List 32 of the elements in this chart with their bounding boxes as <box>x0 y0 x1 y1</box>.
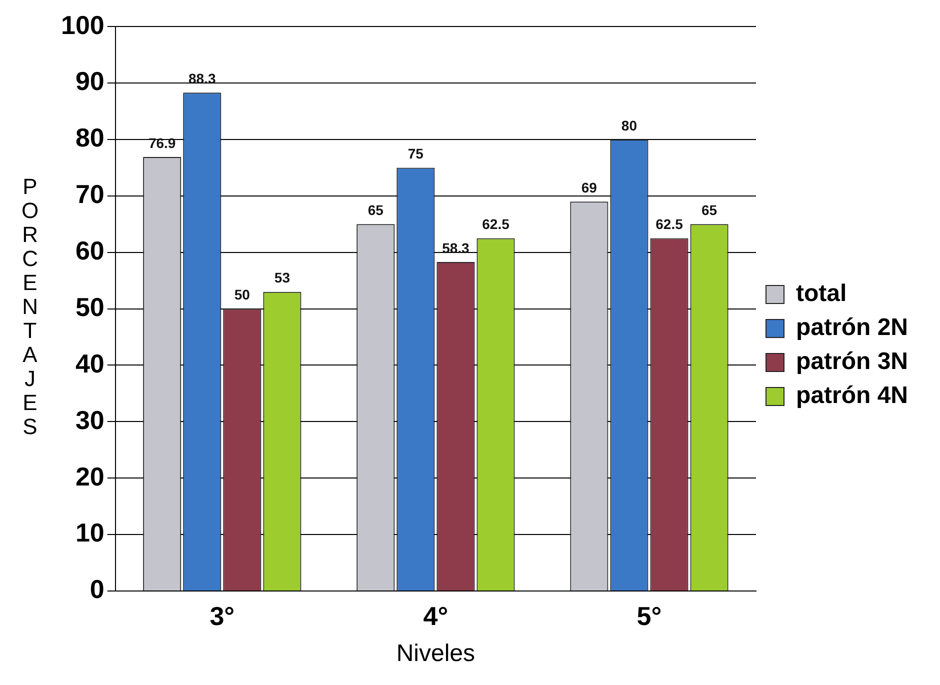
legend-label: patrón 3N <box>796 348 908 376</box>
y-tick-label: 40 <box>75 348 104 378</box>
y-tick-label: 10 <box>75 518 104 548</box>
x-tick-label: 5° <box>636 600 662 631</box>
legend-label: patrón 4N <box>796 382 908 410</box>
data-label: 76.9 <box>148 134 176 151</box>
y-tick-label: 90 <box>75 66 104 96</box>
data-label: 65 <box>701 202 718 218</box>
y-tick-label: 100 <box>60 10 104 40</box>
data-label: 69 <box>581 179 598 196</box>
data-label: 50 <box>234 286 250 303</box>
x-axis-title: Niveles <box>396 640 476 668</box>
data-label: 53 <box>274 270 290 286</box>
data-label: 75 <box>408 146 424 162</box>
data-label: 80 <box>621 117 638 134</box>
data-label: 62.5 <box>656 216 684 232</box>
legend-label: total <box>796 280 847 308</box>
y-tick-label: 70 <box>75 179 104 210</box>
x-tick-label: 3° <box>210 600 235 631</box>
y-tick-label: 50 <box>75 292 104 322</box>
data-label: 62.5 <box>482 216 510 232</box>
y-tick-label: 60 <box>75 236 104 266</box>
data-label: 65 <box>368 202 384 218</box>
data-label: 88.3 <box>188 70 216 86</box>
y-tick-label: 20 <box>75 461 104 492</box>
x-tick-label: 4° <box>423 600 448 631</box>
text: PORCENTAJES <box>21 174 39 439</box>
legend-label: patrón 2N <box>796 314 908 342</box>
y-tick-label: 0 <box>90 574 104 604</box>
y-tick-label: 80 <box>75 122 104 153</box>
data-label: 58.3 <box>442 240 470 256</box>
y-tick-label: 30 <box>75 404 104 435</box>
